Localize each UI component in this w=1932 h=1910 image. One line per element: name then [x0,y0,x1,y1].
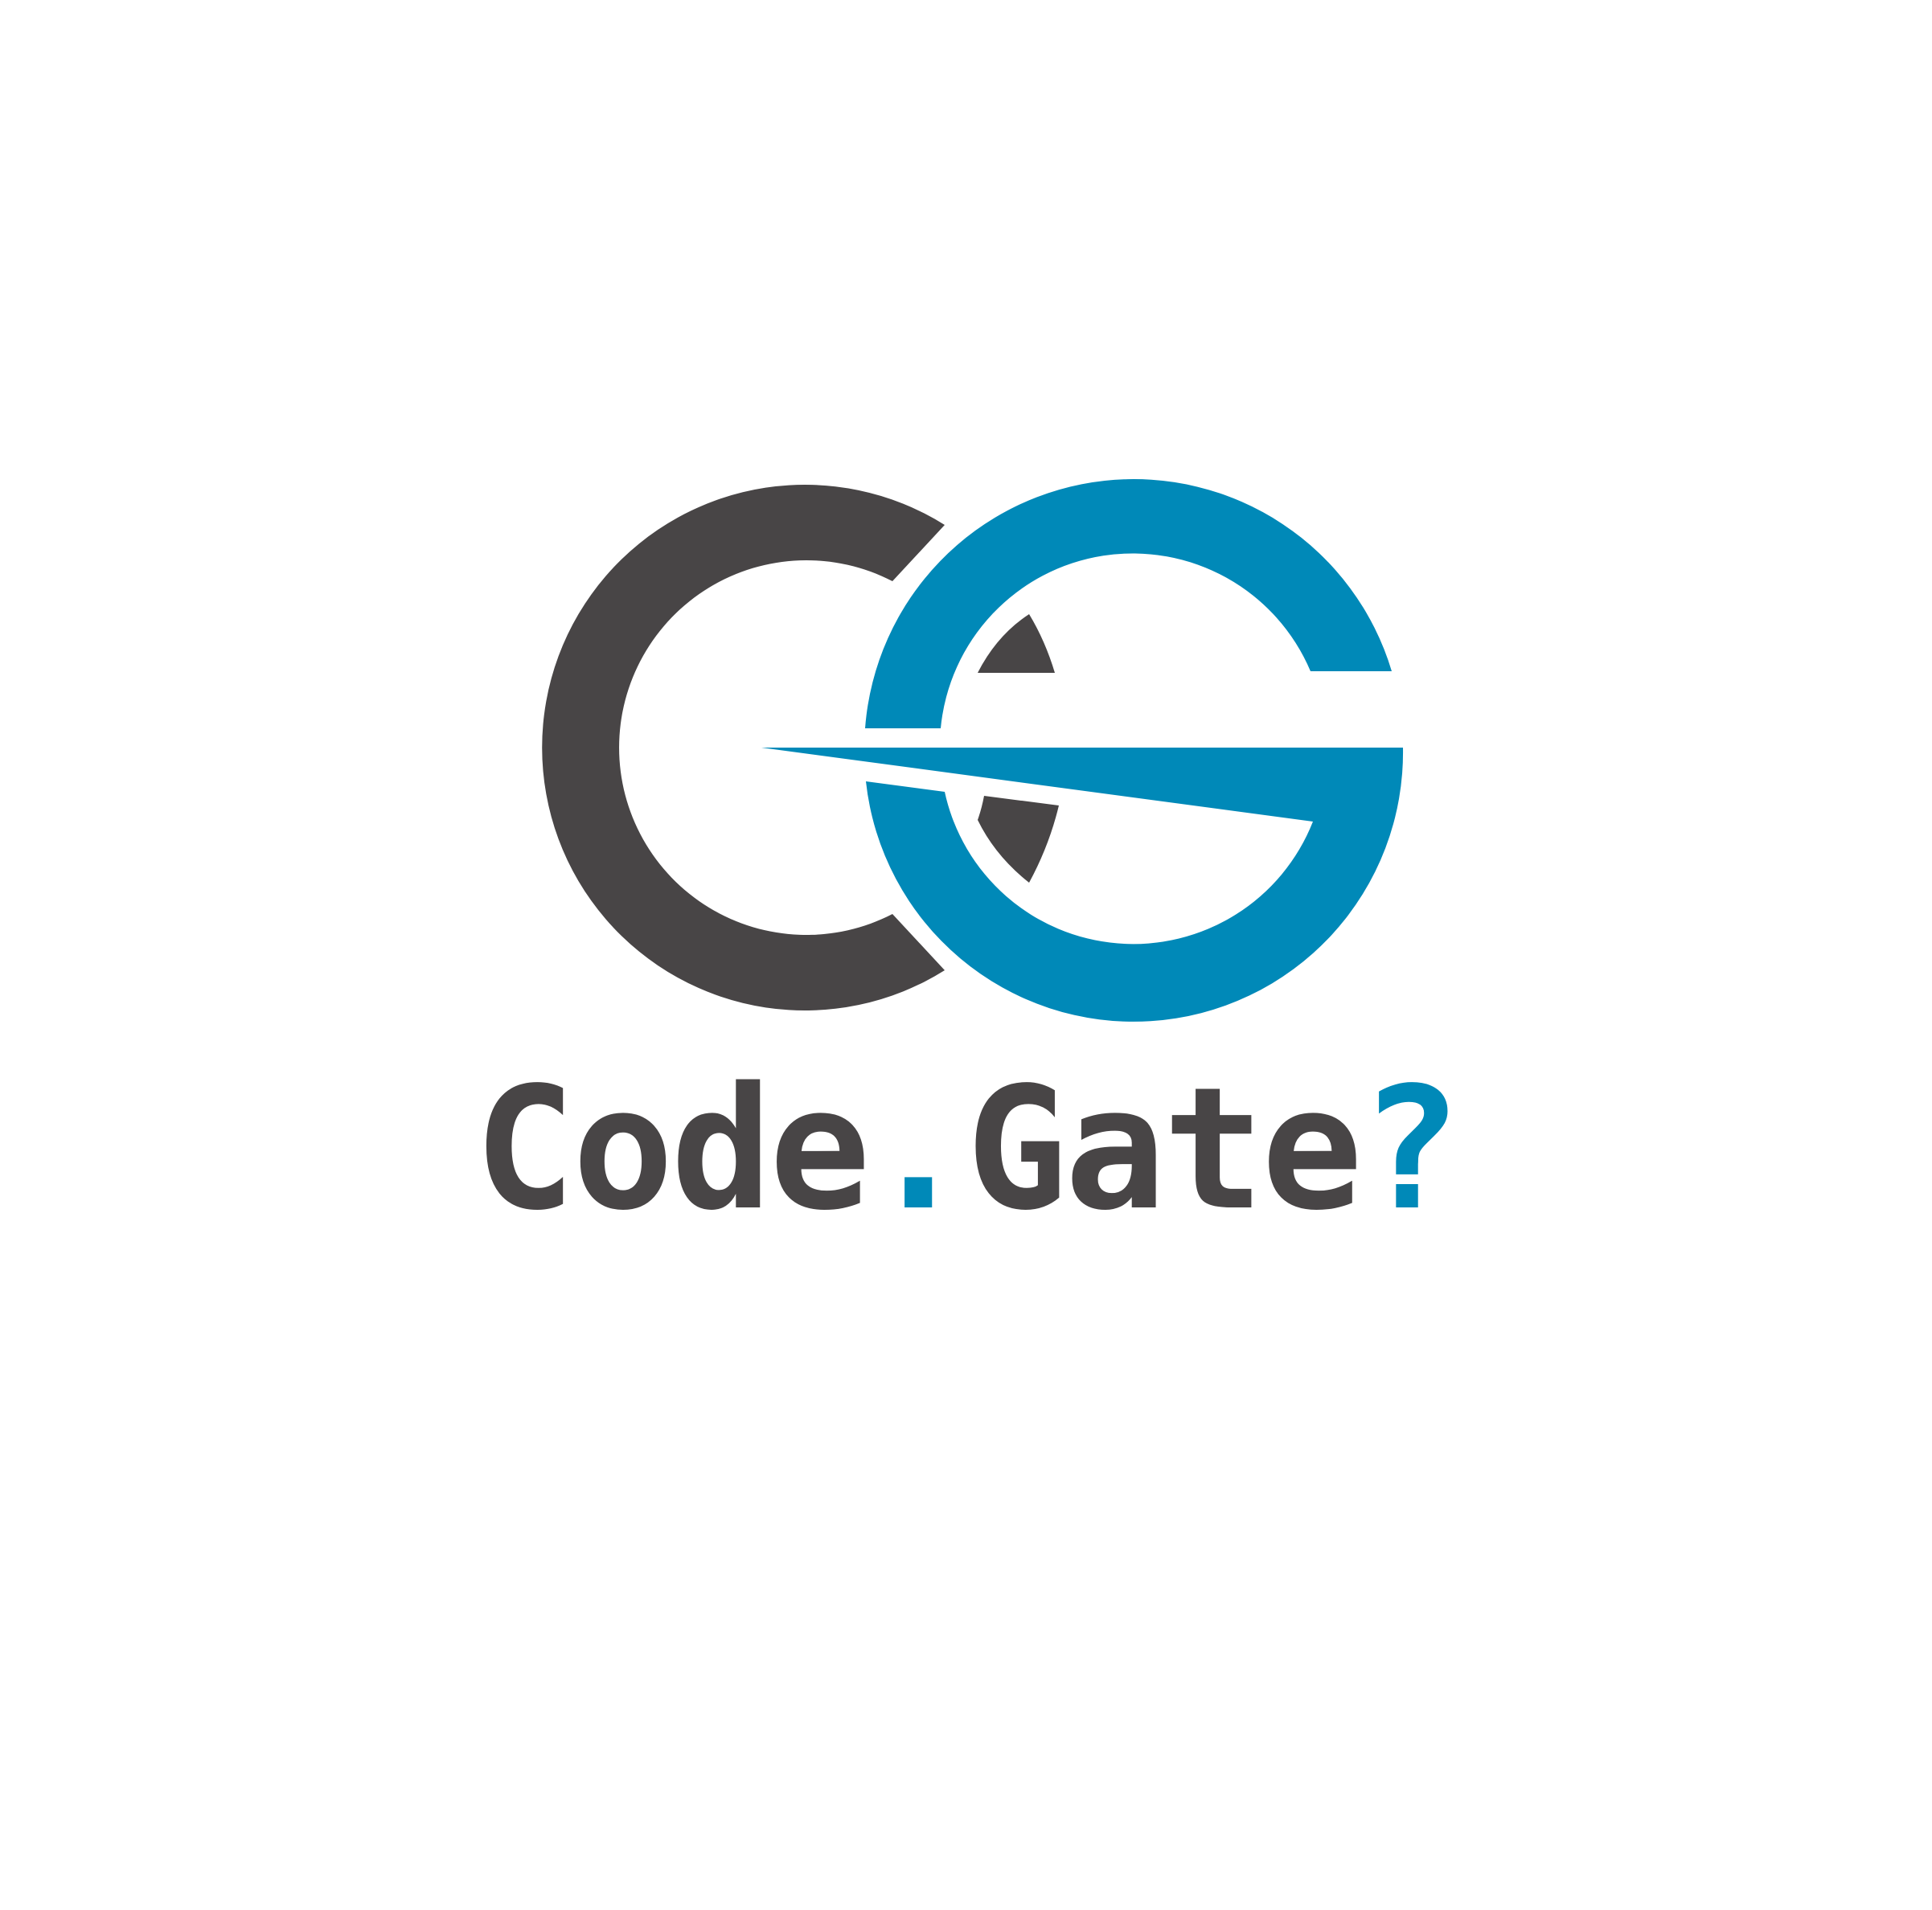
c-letter-shape [542,485,945,1011]
brand-question-mark: ? [1360,1051,1461,1248]
g-letter-upper-arc [865,479,1392,728]
g-letter-lower-arc [761,748,1404,1022]
inner-chip-upper [978,614,1055,673]
brand-word-gate: Gate [966,1051,1364,1248]
brand-wordmark: Code.Gate? [0,1065,1932,1234]
brand-word-code: Code [474,1051,871,1248]
brand-separator-dot: . [868,1051,969,1248]
inner-chip-lower [978,796,1059,883]
